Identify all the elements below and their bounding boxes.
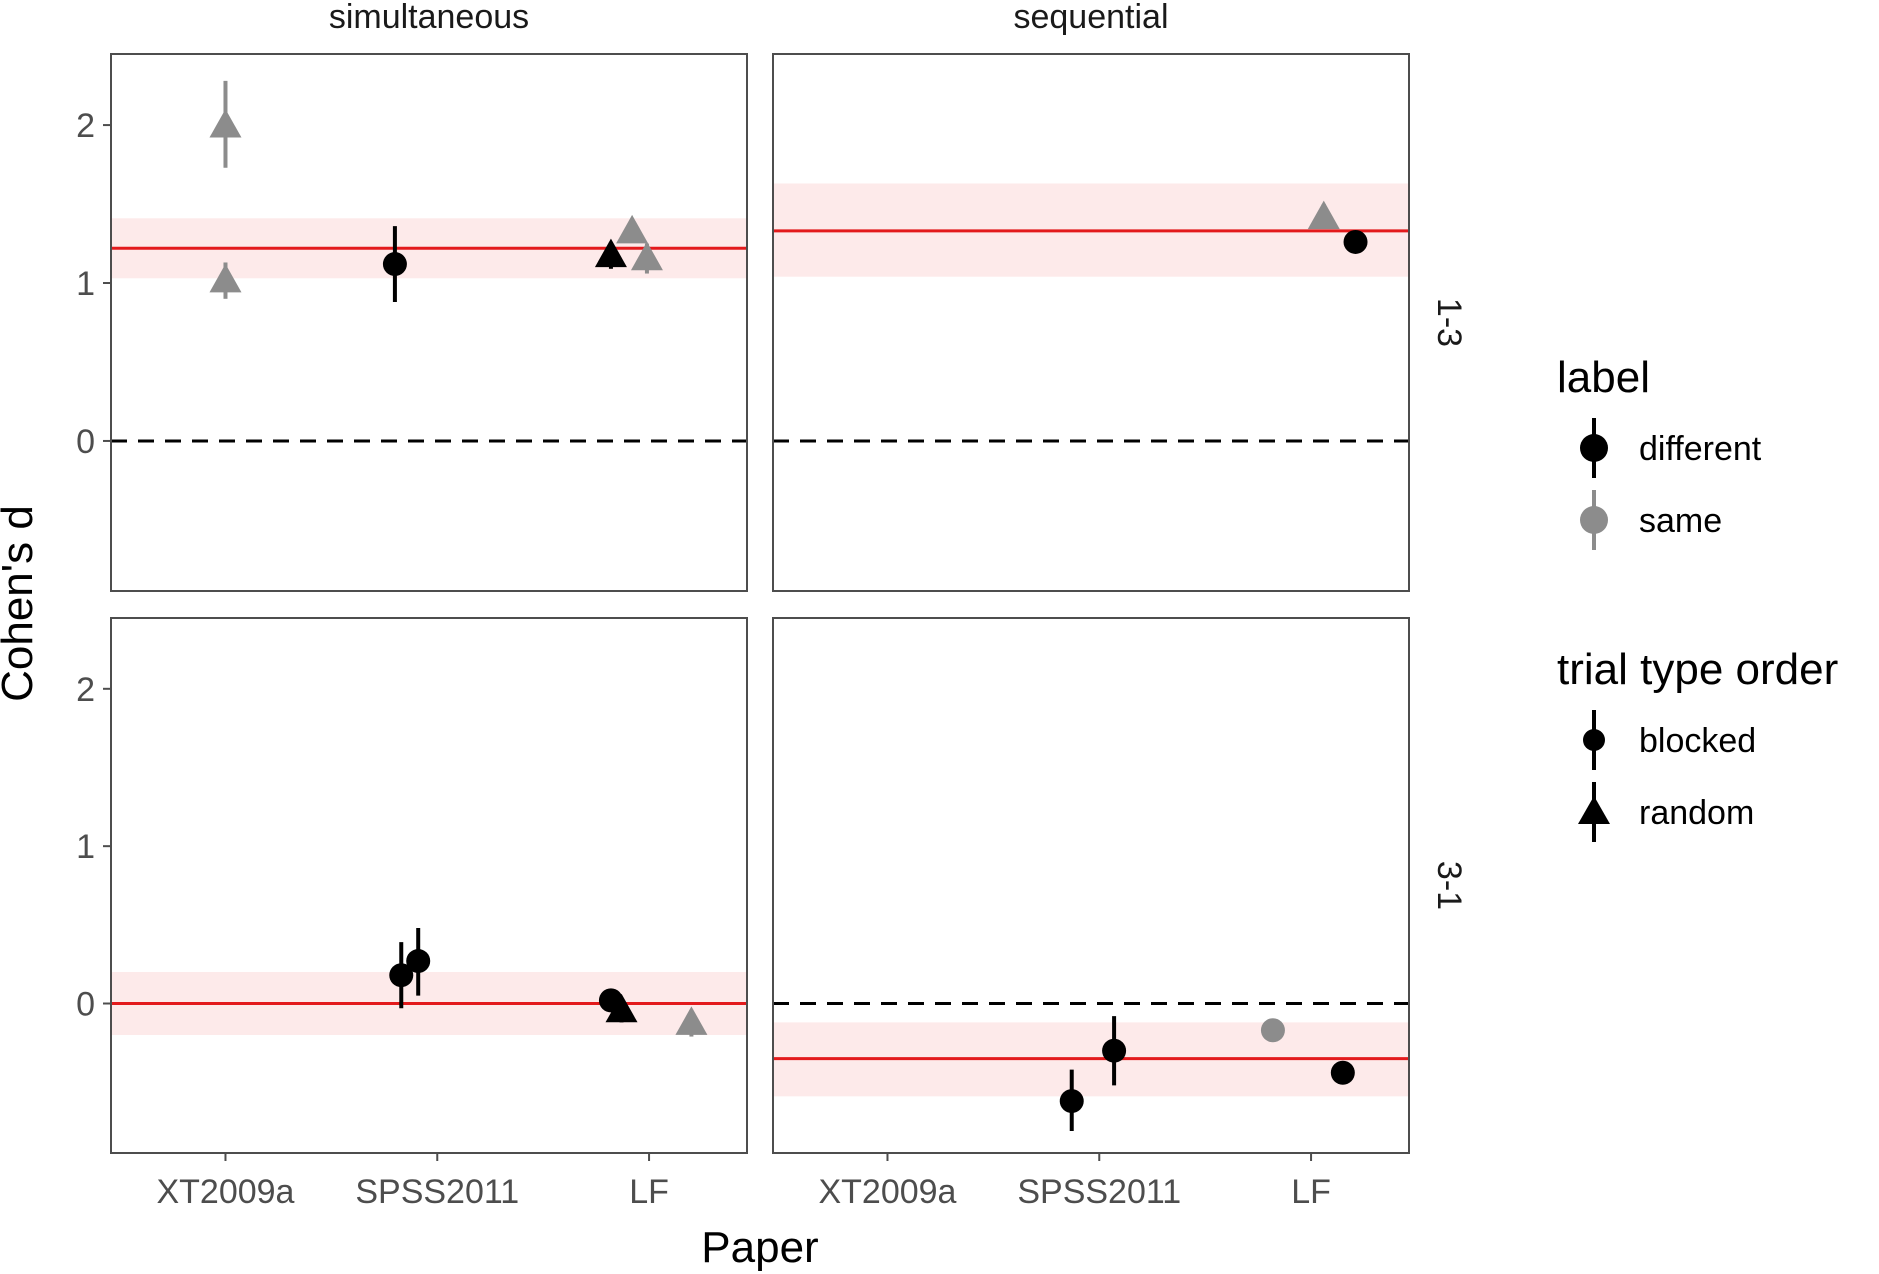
facet-label-sequential: sequential: [1013, 0, 1168, 36]
legend-label-same: same: [1639, 502, 1722, 540]
panel-border: [772, 53, 1410, 592]
legend-label-blocked: blocked: [1639, 722, 1756, 760]
legend-key-circle: [1583, 729, 1605, 751]
legend-label-different: different: [1639, 430, 1762, 468]
triangle-marker: [209, 109, 242, 138]
legend-title-trial-type-order: trial type order: [1557, 645, 1838, 694]
circle-marker: [1102, 1038, 1127, 1063]
y-tick-label: 0: [76, 423, 95, 461]
panel-border: [110, 53, 748, 592]
data-point: [209, 80, 242, 168]
data-point: [1307, 200, 1340, 230]
panel-simultaneous-3-1: 0 1 2 XT2009a SPSS2011 LF: [76, 617, 748, 1211]
circle-marker: [1260, 1018, 1285, 1043]
circle-marker: [1343, 229, 1368, 254]
x-axis-title: Paper: [701, 1223, 818, 1272]
legend: label different same trial type order bl…: [1557, 353, 1838, 842]
data-point: [630, 241, 663, 274]
triangle-marker: [605, 993, 638, 1023]
legend-key-triangle: [1578, 796, 1610, 824]
circle-marker: [406, 949, 431, 974]
triangle-marker: [209, 263, 242, 293]
data-point: [1343, 229, 1368, 254]
legend-title-label: label: [1557, 353, 1650, 402]
circle-marker: [389, 963, 414, 988]
x-tick-label: LF: [629, 1173, 669, 1211]
data-point: [406, 927, 431, 996]
triangle-marker: [630, 241, 663, 271]
x-tick-label: XT2009a: [156, 1173, 294, 1211]
x-tick-label: SPSS2011: [355, 1173, 519, 1211]
triangle-marker: [675, 1006, 708, 1035]
circle-marker: [1330, 1060, 1355, 1085]
x-tick-label: XT2009a: [818, 1173, 956, 1211]
y-tick-label: 1: [76, 265, 95, 303]
data-point: [1059, 1069, 1084, 1131]
circle-marker: [382, 252, 407, 277]
data-point: [389, 942, 414, 1009]
data-point: [594, 238, 627, 269]
panel-sequential-1-3: [772, 53, 1410, 592]
data-point: [616, 214, 649, 244]
data-point: [382, 226, 407, 302]
data-point: [1330, 1060, 1355, 1085]
x-tick-label: LF: [1291, 1173, 1331, 1211]
triangle-marker: [594, 238, 627, 268]
y-tick-label: 1: [76, 828, 95, 866]
data-point: [1102, 1016, 1127, 1086]
panel-border: [772, 617, 1410, 1154]
y-tick-label: 0: [76, 986, 95, 1024]
legend-key-circle: [1580, 434, 1608, 462]
triangle-marker: [616, 214, 649, 244]
facet-label-3-1: 3-1: [1430, 861, 1468, 910]
data-point: [605, 993, 638, 1023]
panel-sequential-3-1: XT2009a SPSS2011 LF: [772, 617, 1410, 1211]
legend-label-random: random: [1639, 794, 1754, 832]
facet-label-simultaneous: simultaneous: [329, 0, 529, 36]
panel-simultaneous-1-3: 0 1 2: [76, 53, 748, 592]
x-tick-label: SPSS2011: [1017, 1173, 1181, 1211]
y-tick-label: 2: [76, 671, 95, 709]
plot-layer: 0 1 2 0 1 2 XT2009a SPSS2011 LF XT2009a SPSS2011 LF: [76, 53, 1410, 1211]
data-point: [209, 262, 242, 299]
facet-label-1-3: 1-3: [1430, 298, 1468, 347]
data-point: [675, 1006, 708, 1037]
triangle-marker: [1307, 200, 1340, 230]
y-axis-title: Cohen's d: [0, 505, 42, 702]
panel-border: [110, 617, 748, 1154]
data-point: [1260, 1018, 1285, 1043]
legend-key-circle: [1580, 506, 1608, 534]
y-tick-label: 2: [76, 107, 95, 145]
circle-marker: [1059, 1089, 1084, 1114]
